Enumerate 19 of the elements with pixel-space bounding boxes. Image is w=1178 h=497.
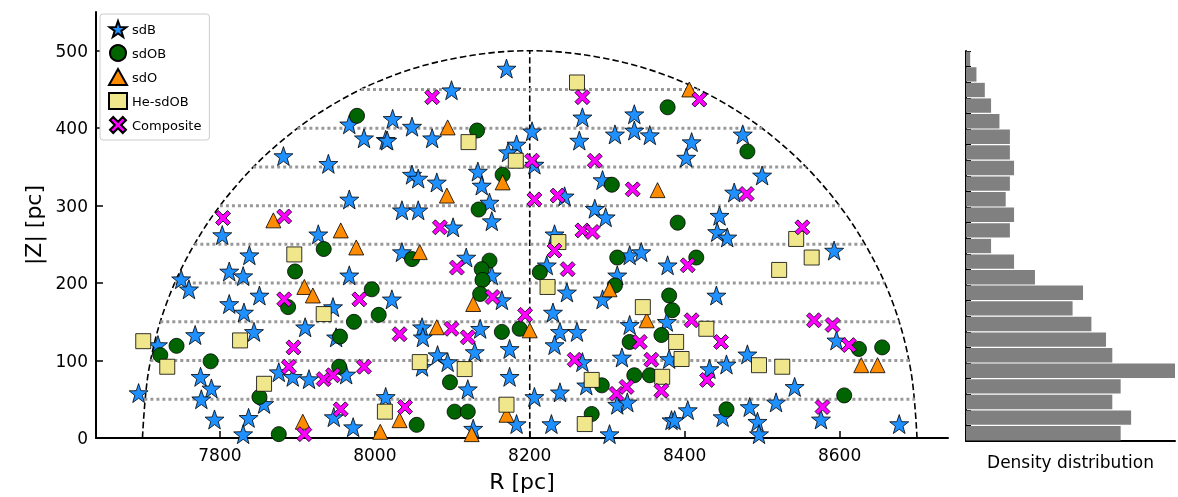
x-axis-title: Density distribution <box>987 451 1154 472</box>
legend-label: He-sdOB <box>132 93 189 109</box>
x-tick-label: 8200 <box>508 444 552 465</box>
y-axis-title: |Z| [pc] <box>20 184 47 266</box>
y-tick-label: 100 <box>55 350 88 371</box>
x-tick-label: 7800 <box>198 444 242 465</box>
legend-label: Composite <box>132 117 202 133</box>
x-tick-label: 8000 <box>353 444 397 465</box>
y-tick-label: 400 <box>55 118 88 139</box>
y-tick-label: 300 <box>55 195 88 216</box>
legend-label: sdO <box>132 69 158 85</box>
y-tick-label: 200 <box>55 273 88 294</box>
y-tick-label: 500 <box>55 40 88 61</box>
x-axis-title: R [pc] <box>489 468 555 494</box>
legend-label: sdB <box>132 21 156 37</box>
x-tick-label: 8400 <box>663 444 707 465</box>
legend-label: sdOB <box>132 45 167 61</box>
y-tick-label: 0 <box>77 428 88 448</box>
x-tick-label: 8600 <box>817 444 862 465</box>
